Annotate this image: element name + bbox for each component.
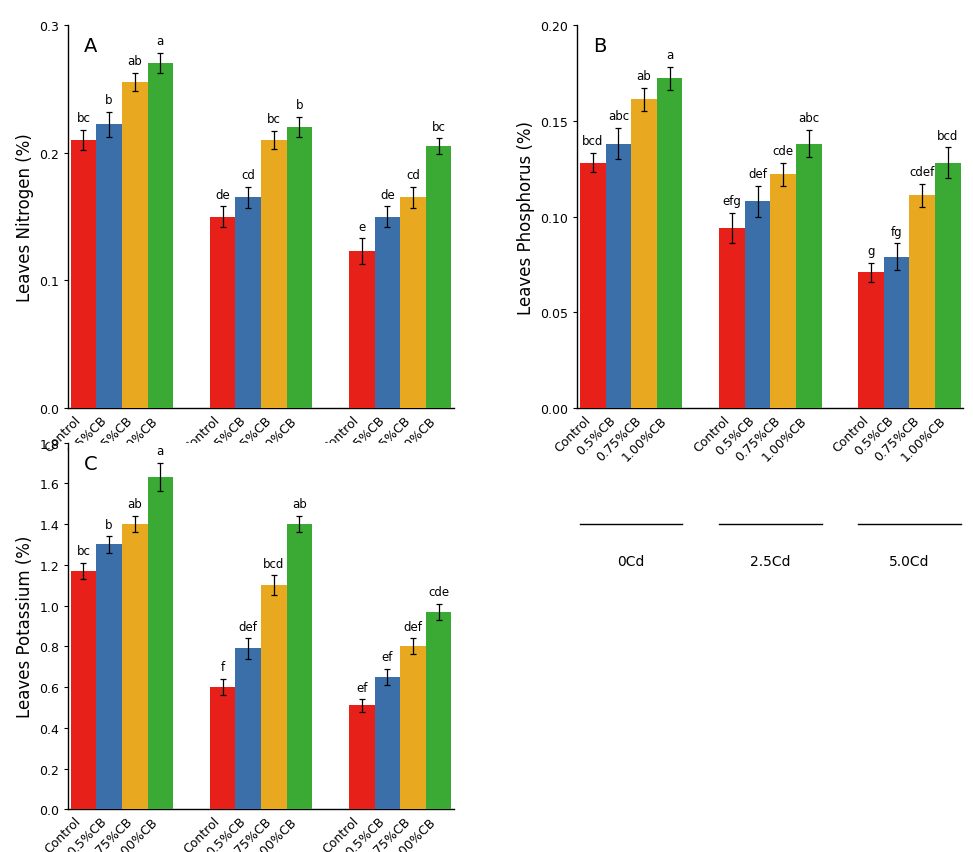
Bar: [605, 144, 631, 409]
Text: abc: abc: [798, 112, 819, 125]
Bar: [796, 144, 821, 409]
Text: def: def: [238, 620, 258, 633]
Text: 5.0Cd: 5.0Cd: [379, 555, 420, 568]
Text: 2.5Cd: 2.5Cd: [240, 555, 281, 568]
Text: e: e: [358, 221, 365, 233]
Bar: [96, 125, 122, 409]
Text: bc: bc: [77, 544, 90, 557]
Text: a: a: [157, 445, 164, 458]
Text: bcd: bcd: [582, 135, 603, 148]
Text: cde: cde: [773, 145, 794, 158]
Bar: [719, 228, 744, 409]
Bar: [935, 164, 960, 409]
Bar: [148, 64, 173, 409]
Bar: [235, 648, 261, 809]
Text: 0Cd: 0Cd: [618, 555, 645, 568]
Text: a: a: [667, 49, 673, 62]
Bar: [744, 202, 771, 409]
Text: 0Cd: 0Cd: [108, 555, 135, 568]
Bar: [235, 199, 261, 409]
Text: fg: fg: [891, 226, 902, 239]
Text: a: a: [157, 35, 164, 48]
Bar: [657, 79, 682, 409]
Bar: [261, 585, 287, 809]
Text: cd: cd: [406, 170, 420, 182]
Text: ef: ef: [356, 681, 368, 694]
Bar: [580, 164, 605, 409]
Text: ab: ab: [127, 55, 142, 68]
Bar: [71, 571, 96, 809]
Text: f: f: [221, 660, 225, 674]
Text: def: def: [404, 620, 422, 633]
Bar: [910, 196, 935, 409]
Bar: [400, 199, 426, 409]
Text: cde: cde: [428, 585, 450, 598]
Text: efg: efg: [723, 195, 741, 208]
Text: ab: ab: [292, 498, 306, 511]
Text: bc: bc: [77, 112, 90, 124]
Y-axis label: Leaves Phosphorus (%): Leaves Phosphorus (%): [517, 120, 535, 314]
Bar: [210, 217, 235, 409]
Bar: [426, 147, 451, 409]
Text: b: b: [105, 94, 113, 106]
Text: ab: ab: [127, 498, 142, 511]
Text: bc: bc: [267, 113, 281, 126]
Text: bcd: bcd: [263, 557, 284, 570]
Bar: [349, 705, 375, 809]
Text: b: b: [105, 518, 113, 531]
Text: 2.5Cd: 2.5Cd: [750, 555, 791, 568]
Text: g: g: [867, 245, 875, 257]
Bar: [771, 176, 796, 409]
Text: ab: ab: [636, 70, 652, 83]
Text: bc: bc: [432, 121, 446, 134]
Text: 5.0Cd: 5.0Cd: [889, 555, 930, 568]
Bar: [375, 217, 400, 409]
Bar: [96, 544, 122, 809]
Text: A: A: [84, 37, 97, 56]
Text: ef: ef: [381, 650, 393, 664]
Bar: [71, 141, 96, 409]
Text: abc: abc: [608, 111, 629, 124]
Text: C: C: [84, 454, 97, 473]
Text: de: de: [379, 188, 395, 201]
Bar: [883, 257, 910, 409]
Y-axis label: Leaves Nitrogen (%): Leaves Nitrogen (%): [16, 133, 33, 302]
Bar: [858, 273, 883, 409]
Bar: [400, 647, 426, 809]
Bar: [426, 612, 451, 809]
Bar: [287, 128, 312, 409]
Text: bcd: bcd: [937, 130, 958, 142]
Text: B: B: [593, 37, 606, 56]
Bar: [210, 688, 235, 809]
Bar: [287, 525, 312, 809]
Text: de: de: [215, 188, 230, 201]
Bar: [122, 525, 148, 809]
Bar: [148, 478, 173, 809]
Bar: [375, 677, 400, 809]
Bar: [122, 83, 148, 409]
Text: cdef: cdef: [910, 166, 935, 179]
Y-axis label: Leaves Potassium (%): Leaves Potassium (%): [16, 535, 33, 717]
Text: def: def: [748, 168, 767, 181]
Bar: [631, 101, 657, 409]
Bar: [261, 141, 287, 409]
Text: b: b: [296, 99, 304, 112]
Text: cd: cd: [241, 170, 255, 182]
Bar: [349, 252, 375, 409]
